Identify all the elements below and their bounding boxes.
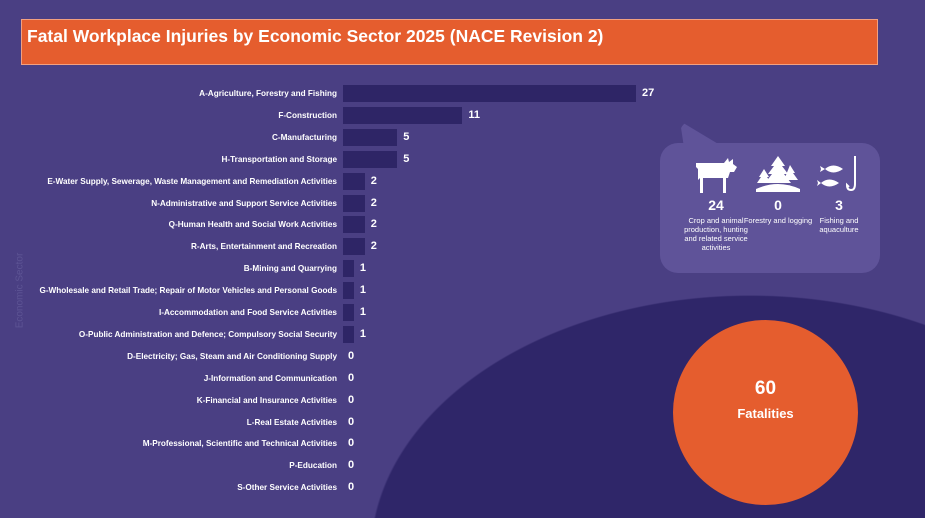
bar bbox=[343, 325, 354, 343]
category-label: N-Administrative and Support Service Act… bbox=[151, 198, 337, 208]
breakdown-label: Crop and animal production, hunting and … bbox=[684, 216, 748, 252]
bar bbox=[343, 128, 398, 146]
data-label: 5 bbox=[403, 152, 410, 165]
category-label: F-Construction bbox=[278, 110, 337, 120]
data-label: 0 bbox=[348, 415, 355, 428]
breakdown-fishing: 3 Fishing and aquaculture bbox=[804, 155, 874, 234]
data-label: 0 bbox=[348, 481, 355, 494]
bar bbox=[343, 238, 365, 256]
bar bbox=[343, 260, 354, 278]
data-label: 2 bbox=[370, 174, 377, 187]
category-label: S-Other Service Activities bbox=[237, 483, 337, 493]
category-label: D-Electricity; Gas, Steam and Air Condit… bbox=[127, 351, 337, 361]
category-label: E-Water Supply, Sewerage, Waste Manageme… bbox=[47, 176, 337, 186]
breakdown-value: 0 bbox=[774, 197, 782, 213]
bar bbox=[343, 282, 354, 300]
category-label: I-Accommodation and Food Service Activit… bbox=[158, 308, 337, 317]
category-label: A-Agriculture, Forestry and Fishing bbox=[199, 89, 337, 98]
total-fatalities-circle: 60 Fatalities bbox=[673, 320, 858, 505]
data-label: 5 bbox=[403, 130, 410, 143]
breakdown-value: 3 bbox=[835, 197, 843, 213]
data-label: 1 bbox=[359, 284, 366, 297]
category-label: L-Real Estate Activities bbox=[246, 417, 337, 427]
category-label: K-Financial and Insurance Activities bbox=[196, 395, 337, 405]
bar bbox=[343, 106, 463, 124]
bar bbox=[343, 85, 636, 102]
data-label: 0 bbox=[348, 437, 355, 450]
category-label: G-Wholesale and Retail Trade; Repair of … bbox=[39, 286, 337, 296]
trees-icon bbox=[756, 156, 800, 192]
chart-title: Fatal Workplace Injuries by Economic Sec… bbox=[21, 19, 878, 65]
bar bbox=[343, 172, 365, 190]
fish-hook-icon bbox=[817, 156, 856, 192]
total-value: 60 bbox=[754, 378, 777, 399]
data-label: 27 bbox=[642, 87, 655, 99]
data-label: 2 bbox=[370, 240, 377, 253]
bar bbox=[343, 194, 365, 212]
data-label: 1 bbox=[359, 306, 366, 318]
category-label: H-Transportation and Storage bbox=[221, 154, 337, 164]
data-label: 1 bbox=[359, 262, 366, 275]
breakdown-label: Forestry and logging bbox=[743, 216, 813, 225]
category-label: R-Arts, Entertainment and Recreation bbox=[190, 242, 337, 252]
bar bbox=[343, 216, 365, 234]
data-label: 11 bbox=[468, 108, 480, 121]
bar bbox=[343, 304, 354, 321]
data-label: 1 bbox=[359, 327, 366, 340]
data-label: 2 bbox=[370, 196, 377, 209]
category-label: O-Public Administration and Defence; Com… bbox=[78, 329, 337, 339]
breakdown-label: Fishing and aquaculture bbox=[819, 216, 859, 234]
category-label: C-Manufacturing bbox=[271, 132, 337, 142]
data-label: 0 bbox=[348, 393, 355, 406]
category-label: P-Education bbox=[289, 461, 337, 471]
category-label: J-Information and Communication bbox=[203, 373, 337, 383]
data-label: 0 bbox=[348, 349, 355, 362]
cow-icon bbox=[696, 158, 737, 193]
data-label: 2 bbox=[370, 218, 377, 231]
data-label: 0 bbox=[348, 371, 355, 384]
breakdown-value: 24 bbox=[708, 197, 724, 213]
bar bbox=[343, 150, 398, 168]
category-label: M-Professional, Scientific and Technical… bbox=[142, 439, 337, 449]
breakdown-crop-animal: 24 Crop and animal production, hunting a… bbox=[681, 155, 751, 252]
category-label: Q-Human Health and Social Work Activitie… bbox=[168, 220, 337, 230]
data-label: 0 bbox=[348, 459, 355, 472]
category-label: B-Mining and Quarrying bbox=[243, 264, 337, 274]
breakdown-forestry: 0 Forestry and logging bbox=[743, 155, 813, 225]
total-label: Fatalities bbox=[737, 406, 794, 421]
